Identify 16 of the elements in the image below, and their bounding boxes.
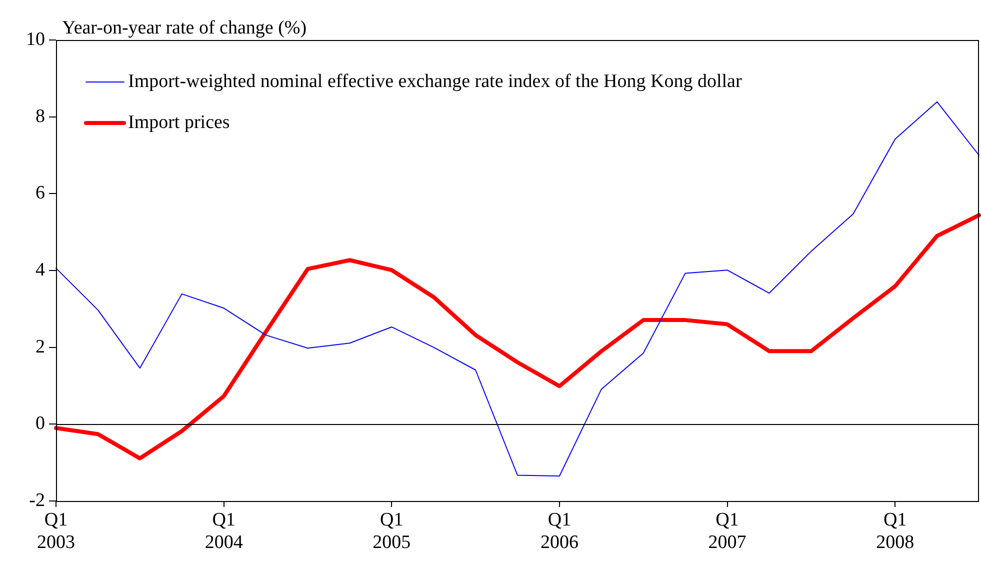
y-tick-label: 4	[36, 259, 46, 280]
y-axis-title: Year-on-year rate of change (%)	[62, 17, 307, 38]
x-tick-label: Q1 2006	[540, 509, 578, 554]
y-tick-label: 10	[26, 28, 45, 50]
x-tick-label: Q1 2005	[372, 509, 411, 554]
x-tick-label: Q1 2007	[708, 509, 746, 554]
x-tick-label: Q1 2004	[204, 509, 244, 554]
y-tick-label: 0	[36, 413, 45, 434]
legend-label: Import-weighted nominal effective exchange rate index of the Hong Kong dollar	[128, 70, 742, 92]
x-tick-label: Q1 2003	[37, 509, 75, 554]
y-tick-label: 2	[36, 336, 45, 358]
legend-label: Import prices	[128, 112, 230, 133]
y-tick-label: -2	[29, 490, 45, 511]
y-tick-label: 8	[36, 106, 45, 127]
x-tick-label: Q1 2008	[876, 509, 914, 554]
y-tick-label: 6	[36, 182, 45, 204]
